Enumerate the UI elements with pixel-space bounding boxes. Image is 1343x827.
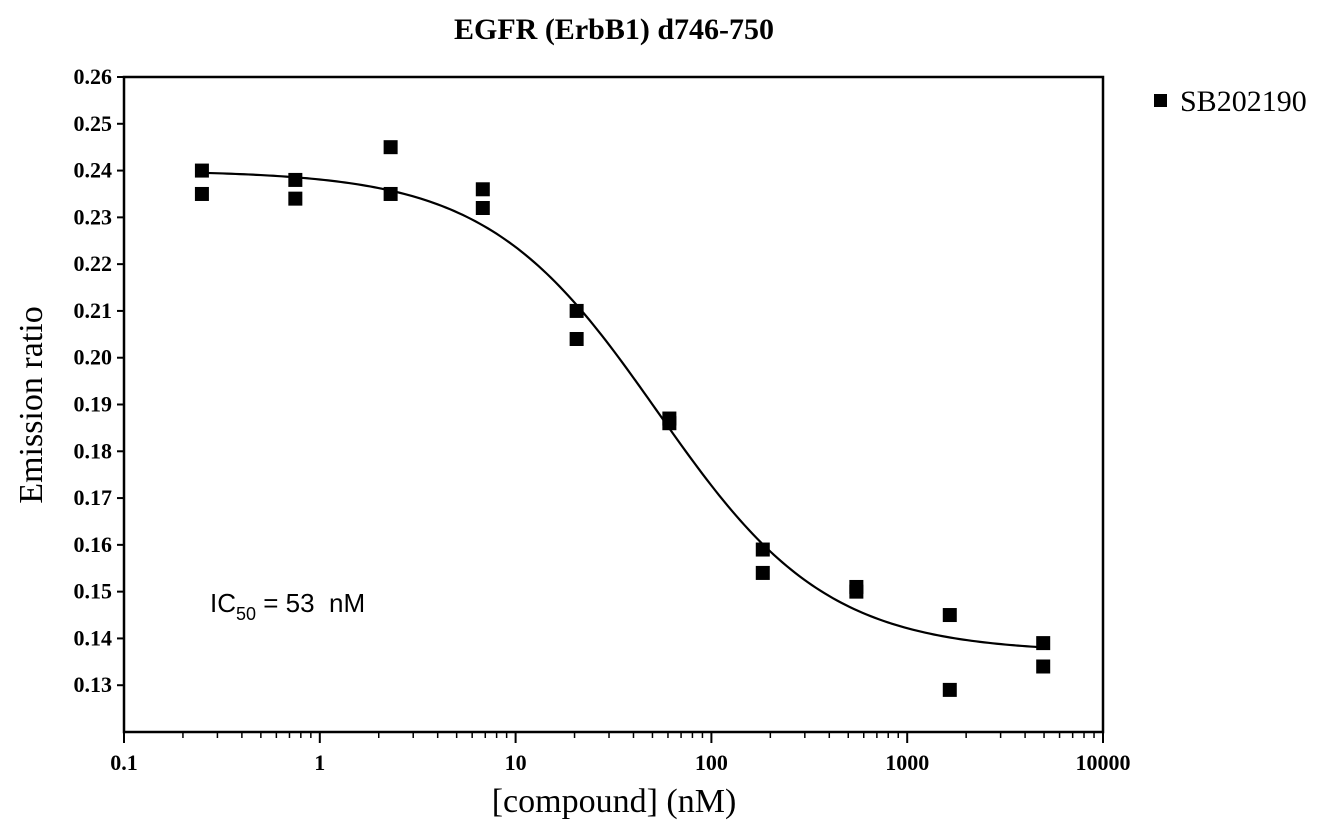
legend-label: SB202190 [1180,85,1307,118]
data-point [1036,636,1051,651]
y-tick-label: 0.19 [74,392,113,417]
x-tick-label: 0.1 [110,750,138,775]
data-point [569,332,584,346]
fit-curve [201,171,1044,649]
y-axis-title: Emission ratio [13,306,50,503]
data-point [849,584,864,599]
ic50-value: = 53 nM [256,588,365,618]
data-point [383,140,398,155]
y-tick-label: 0.16 [74,532,113,557]
y-tick-label: 0.13 [74,672,113,697]
x-tick-label: 100 [695,750,728,775]
data-point [288,191,303,206]
data-point [194,186,209,201]
y-tick-label: 0.17 [74,485,113,510]
data-point [383,186,398,201]
legend-marker-square [1154,94,1167,107]
y-tick-label: 0.15 [74,579,113,604]
data-point [942,682,957,697]
x-tick-label: 1000 [885,750,929,775]
data-point [1036,659,1051,674]
data-point [942,608,957,623]
ic50-prefix: IC [210,588,236,618]
y-tick-label: 0.18 [74,438,113,463]
y-tick-label: 0.21 [74,298,113,323]
data-point [288,172,303,187]
y-tick-label: 0.22 [74,251,113,276]
x-axis-title: [compound] (nM) [492,783,737,820]
y-tick-label: 0.25 [74,111,113,136]
x-tick-label: 10 [505,750,527,775]
y-tick-label: 0.24 [74,158,113,183]
x-tick-label: 1 [314,750,325,775]
data-point [475,182,490,197]
data-point [194,163,209,178]
x-axis: 0.1 1 10 100 1000 10000 [110,732,1131,775]
y-axis: 0.13 0.14 0.15 0.16 0.17 0.18 0.19 0.20 0.21 0.22… [74,64,124,697]
data-points [194,140,1051,697]
ic50-subscript: 50 [236,604,256,624]
chart-title: EGFR (ErbB1) d746-750 [454,13,774,46]
data-point [475,201,490,215]
x-tick-label: 10000 [1076,750,1131,775]
y-tick-label: 0.20 [74,345,113,370]
data-point [755,565,770,580]
y-tick-label: 0.14 [74,625,113,650]
data-point [569,303,584,318]
data-point [755,542,770,557]
ic50-annotation: IC50 = 53 nM [210,588,365,624]
y-tick-label: 0.23 [74,204,113,229]
y-tick-label: 0.26 [74,64,113,89]
data-point [662,416,677,431]
